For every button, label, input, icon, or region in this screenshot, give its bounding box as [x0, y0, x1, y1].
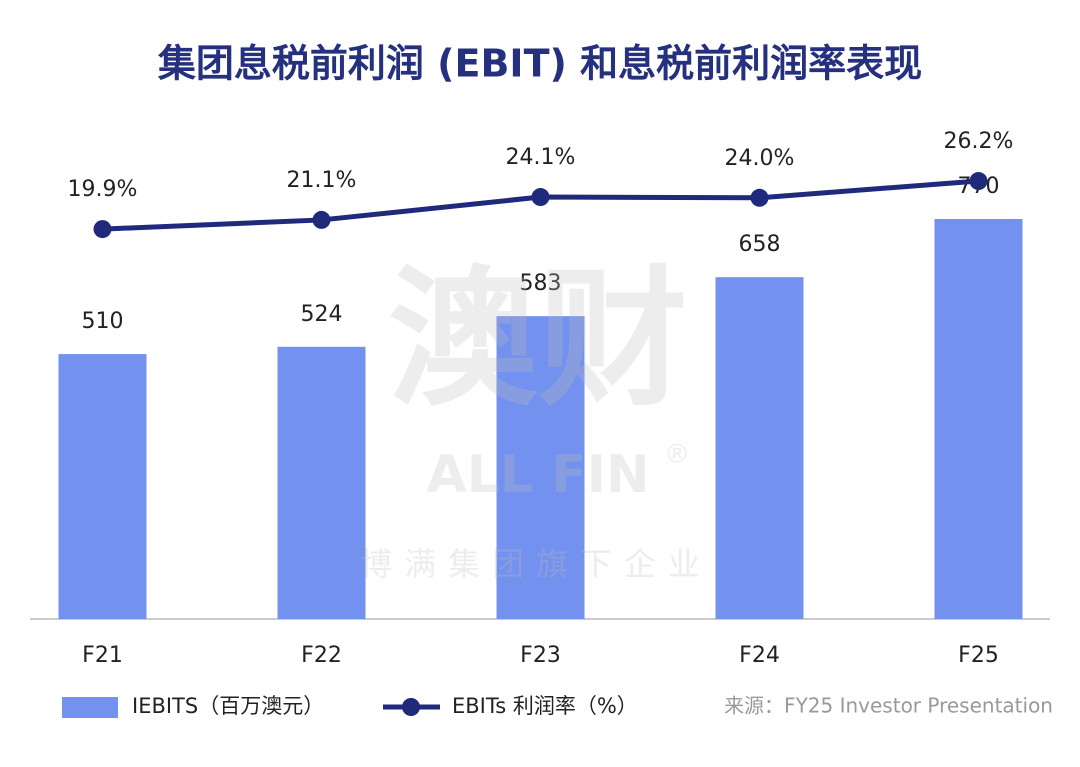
line-value-label: 26.2% — [944, 129, 1014, 154]
bar — [58, 354, 147, 619]
bar — [715, 277, 804, 619]
x-tick-label: F24 — [739, 643, 780, 668]
line-point — [750, 188, 769, 207]
x-tick-label: F25 — [958, 643, 999, 668]
bar-value-label: 510 — [82, 309, 124, 334]
x-tick-label: F22 — [301, 643, 342, 668]
chart-title: 集团息税前利润 (EBIT) 和息税前利润率表现 — [157, 42, 922, 86]
line-point — [531, 188, 550, 207]
legend-label: IEBITS（百万澳元） — [132, 694, 324, 718]
watermark-logo: 澳财 — [388, 253, 688, 427]
line-value-label: 24.1% — [506, 145, 576, 170]
bar — [934, 219, 1023, 619]
bar — [277, 346, 366, 619]
legend-swatch — [402, 698, 420, 716]
line-point — [312, 210, 331, 229]
source-note: 来源：FY25 Investor Presentation — [724, 694, 1053, 718]
bar-value-label: 583 — [520, 271, 562, 296]
watermark-brand: ALL FIN — [426, 445, 649, 505]
line-point — [969, 172, 988, 191]
line-value-label: 24.0% — [725, 146, 795, 171]
legend-swatch — [62, 697, 118, 718]
line-point — [93, 220, 112, 239]
watermark-mark: ® — [664, 440, 690, 470]
x-tick-label: F21 — [82, 643, 123, 668]
line-value-label: 19.9% — [68, 177, 138, 202]
legend-label: EBITs 利润率（%） — [452, 694, 638, 718]
bar-value-label: 524 — [301, 302, 343, 327]
bar — [496, 316, 585, 619]
watermark-tagline: 博满集团旗下企业 — [360, 545, 712, 583]
bar-value-label: 658 — [739, 232, 781, 257]
x-tick-label: F23 — [520, 643, 561, 668]
line-value-label: 21.1% — [287, 168, 357, 193]
